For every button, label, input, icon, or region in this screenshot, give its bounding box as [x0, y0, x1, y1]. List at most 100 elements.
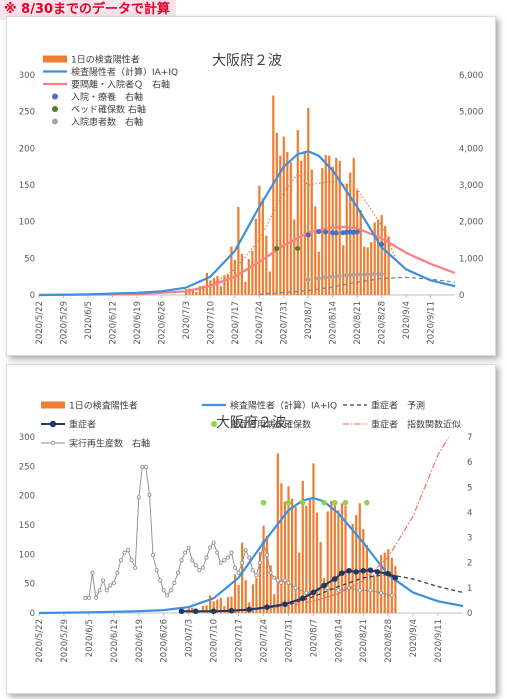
bar-daily-positive	[373, 222, 376, 295]
legend-hospitalized: 入院・療養 右軸	[71, 91, 143, 103]
bar-daily-positive	[312, 463, 315, 613]
bar-daily-positive	[195, 292, 198, 295]
point-rt	[190, 558, 195, 563]
point-rt	[97, 588, 102, 593]
point-severe-beds	[363, 499, 370, 506]
point-rt	[279, 580, 284, 585]
bar-daily-positive	[247, 259, 250, 295]
x-tick-label: 2020/6/12	[110, 619, 120, 663]
bar-daily-positive	[241, 542, 244, 613]
x-tick-label: 2020/7/24	[259, 619, 269, 663]
bar-daily-positive	[301, 481, 304, 613]
point-rt	[325, 585, 330, 590]
point-beds	[274, 245, 280, 252]
point-rt	[272, 575, 277, 580]
legend-daily-positive-swatch	[41, 401, 65, 409]
point-inpatients	[316, 276, 322, 281]
x-tick-label: 2020/9/4	[402, 301, 412, 339]
point-inpatients	[372, 271, 377, 277]
bar-daily-positive	[230, 246, 233, 295]
bar-daily-positive	[387, 236, 390, 295]
bar-daily-positive	[377, 219, 380, 295]
bar-daily-positive	[314, 206, 317, 295]
bar-daily-positive	[355, 515, 358, 613]
y2-tick-label: 1	[467, 584, 472, 594]
bar-daily-positive	[342, 245, 345, 295]
legend-severe-beds-swatch	[211, 421, 217, 427]
point-severe	[385, 570, 391, 577]
y-tick-label: 100	[19, 550, 35, 560]
bar-daily-positive	[261, 198, 264, 295]
y2-tick-label: 1,000	[459, 254, 483, 264]
bar-daily-positive	[205, 605, 208, 613]
legend-severe: 重症者	[69, 419, 96, 431]
point-severe	[210, 608, 217, 615]
x-tick-label: 2020/6/26	[157, 301, 167, 345]
point-rt	[204, 555, 209, 560]
bar-daily-positive	[340, 503, 344, 613]
y-tick-label: 150	[19, 521, 35, 531]
bar-daily-positive	[390, 557, 393, 613]
bar-daily-positive	[347, 573, 351, 613]
point-rt	[122, 550, 127, 555]
x-tick-label: 2020/7/10	[206, 301, 216, 345]
bar-daily-positive	[223, 275, 226, 295]
y-tick-label: 100	[19, 218, 35, 228]
point-rt	[158, 578, 163, 583]
x-tick-label: 2020/7/3	[182, 301, 192, 339]
bar-daily-positive	[351, 523, 354, 613]
x-tick-label: 2020/7/31	[280, 301, 290, 345]
x-tick-label: 2020/5/29	[59, 301, 69, 345]
point-rt	[175, 570, 180, 575]
point-severe-beds	[342, 499, 349, 506]
series-fitted-line	[38, 150, 456, 297]
point-rt	[154, 568, 159, 573]
bar-daily-positive	[366, 247, 369, 295]
point-rt	[101, 578, 106, 583]
y2-tick-label: 6	[467, 458, 472, 468]
legend-daily-positive: 1日の検査陽性者	[69, 400, 138, 412]
x-tick-label: 2020/9/11	[434, 619, 444, 663]
point-inpatients	[330, 274, 336, 280]
y-tick-label: 250	[19, 108, 35, 118]
legend-rt-marker	[50, 440, 56, 446]
x-tick-label: 2020/8/7	[309, 619, 319, 657]
bar-daily-positive	[345, 183, 348, 295]
bar-daily-positive	[279, 155, 282, 295]
bar-daily-positive	[383, 552, 386, 613]
y2-tick-label: 4,000	[459, 144, 483, 154]
legend-severe-pred: 重症者 予測	[371, 400, 425, 412]
bar-daily-positive	[394, 566, 397, 613]
bar-daily-positive	[380, 215, 383, 295]
point-inpatients	[365, 272, 371, 277]
bar-daily-positive	[272, 95, 275, 296]
point-hospitalized	[323, 229, 329, 235]
legend-hospitalized-swatch	[52, 93, 58, 100]
chart-panel-2: 0 50 100 150 200 250 300 0 1 2 3 4 5 6 7 2020/5/22 2020/…	[6, 364, 496, 694]
bar-daily-positive	[244, 580, 247, 613]
series-expo-line	[249, 436, 450, 611]
y2-tick-label: 6,000	[459, 71, 483, 81]
point-rt	[168, 588, 173, 593]
point-rt	[236, 570, 241, 575]
bar-daily-positive	[216, 599, 219, 613]
y-tick-label: 300	[19, 433, 35, 443]
point-rt	[268, 570, 273, 575]
legend-beds: ベッド確保数 右軸	[71, 104, 146, 116]
point-rt	[111, 580, 116, 585]
point-severe-beds	[299, 499, 306, 506]
bar-daily-positive	[212, 278, 215, 295]
point-severe-beds	[331, 499, 338, 506]
bar-daily-positive	[216, 275, 219, 295]
point-rt	[197, 568, 202, 573]
bar-daily-positive	[298, 552, 301, 613]
legend-daily-positive: 1日の検査陽性者	[71, 54, 140, 66]
point-rt	[208, 545, 213, 550]
y2-tick-label: 3	[467, 534, 472, 544]
bar-daily-positive	[219, 286, 222, 295]
bar-daily-positive	[337, 510, 340, 613]
x-tick-label: 2020/7/10	[210, 619, 220, 663]
point-rt	[172, 580, 177, 585]
bar-daily-positive	[384, 226, 387, 295]
point-severe-beds	[260, 499, 267, 506]
